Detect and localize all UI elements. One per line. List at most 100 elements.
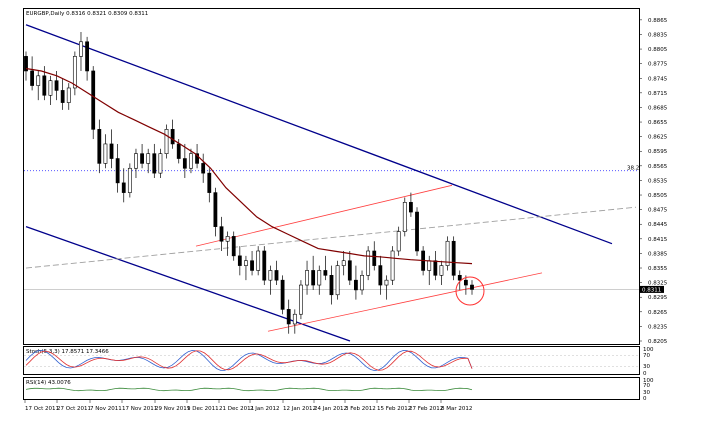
stoch-panel-frame	[23, 346, 640, 375]
price-tick-label: 0.8565	[648, 164, 668, 170]
chart-header: EURGBP,Daily 0.8316 0.8321 0.8309 0.8311	[26, 11, 148, 17]
time-tick-label: 24 Jan 2012	[314, 406, 347, 412]
candle-body	[176, 143, 181, 159]
candle-body	[390, 250, 395, 281]
price-tick-label: 0.8505	[648, 193, 668, 199]
candle-body	[48, 80, 53, 96]
candle-body	[66, 87, 71, 103]
time-tick-label: 3 Feb 2012	[345, 406, 376, 412]
time-tick-label: 17 Oct 2011	[25, 406, 59, 412]
candle-body	[164, 129, 169, 154]
rsi-panel-frame	[23, 377, 640, 400]
price-tick-label: 0.8295	[648, 295, 668, 301]
current-price-text: 0.8311	[642, 287, 661, 293]
price-tick-label: 0.8805	[648, 47, 668, 53]
candle-body	[146, 153, 151, 164]
rsi-line	[25, 387, 473, 392]
price-tick-label: 0.8475	[648, 208, 668, 214]
candle-body	[170, 129, 175, 145]
candle-body	[72, 56, 77, 89]
candle-body	[250, 260, 254, 271]
candle-body	[299, 284, 303, 315]
stoch-label: Stoch(5,3,3) 17.8571 17.3466	[26, 349, 109, 355]
time-tick-label: 7 Nov 2011	[90, 406, 122, 412]
price-tick-label: 0.8535	[648, 178, 668, 184]
candle-body	[256, 250, 261, 271]
candle-body	[378, 265, 383, 286]
candle-body	[415, 211, 419, 252]
time-tick-label: 9 Dec 2011	[187, 406, 219, 412]
candle-body	[463, 279, 468, 286]
candle-body	[470, 284, 474, 290]
candle-body	[372, 250, 377, 266]
price-tick-label: 0.8325	[648, 281, 668, 287]
time-tick-label: 27 Oct 2011	[57, 406, 91, 412]
candle-body	[127, 167, 132, 193]
candle-body	[427, 260, 432, 271]
price-tick-label: 0.8715	[648, 91, 668, 97]
candle-body	[189, 153, 193, 169]
price-tick-label: 0.8355	[648, 266, 668, 272]
candle-body	[360, 275, 364, 291]
stoch-level-70-label: 70	[643, 353, 650, 359]
price-tick-label: 0.8745	[648, 76, 668, 82]
candle-body	[262, 250, 267, 281]
candle-body	[384, 279, 389, 286]
candle-body	[182, 158, 187, 169]
candle-body	[409, 202, 413, 213]
candle-body	[60, 90, 65, 103]
candle-body	[329, 275, 334, 296]
red-channel-bottom-line	[267, 272, 543, 332]
price-tick-label: 0.8265	[648, 310, 668, 316]
price-tick-label: 0.8655	[648, 120, 668, 126]
candle-body	[24, 56, 28, 72]
candle-body	[237, 255, 242, 266]
stoch-level-100-label: 100	[643, 347, 654, 353]
candle-body	[347, 260, 352, 281]
fib-38-label: 38.2	[627, 166, 639, 172]
time-tick-label: 15 Feb 2012	[377, 406, 411, 412]
candle-body	[457, 275, 462, 281]
candle-body	[219, 226, 224, 242]
candle-body	[158, 153, 163, 174]
highlight-circle	[455, 276, 485, 306]
price-tick-label: 0.8385	[648, 251, 668, 257]
candle-body	[201, 163, 206, 174]
candle-body	[36, 75, 41, 86]
stoch-main-line	[25, 349, 473, 372]
time-tick-label: 27 Feb 2012	[409, 406, 443, 412]
price-tick-label: 0.8445	[648, 222, 668, 228]
candlesticks	[24, 32, 474, 334]
candle-body	[140, 153, 144, 164]
price-tick-label: 0.8835	[648, 32, 668, 38]
candle-body	[402, 202, 407, 232]
rsi-level-30-label: 30	[643, 390, 650, 396]
candle-body	[335, 265, 340, 296]
candle-body	[97, 129, 102, 164]
candle-body	[115, 158, 120, 184]
candle-body	[439, 265, 444, 276]
price-tick-label: 0.8625	[648, 135, 668, 141]
candle-body	[109, 143, 114, 159]
stoch-level-30-label: 30	[643, 364, 650, 370]
candle-body	[451, 240, 456, 276]
candle-body	[292, 313, 297, 325]
time-tick-label: 12 Jan 2012	[283, 406, 316, 412]
price-tick-label: 0.8685	[648, 105, 668, 111]
candle-body	[433, 260, 438, 276]
moving-average-line	[25, 67, 473, 265]
price-tick-label: 0.8235	[648, 324, 668, 330]
stoch-level-0-label: 0	[643, 371, 647, 377]
candle-body	[207, 172, 212, 193]
time-tick-label: 29 Nov 2011	[155, 406, 190, 412]
candle-body	[341, 260, 346, 266]
candle-body	[103, 143, 108, 164]
candle-body	[396, 231, 401, 252]
candle-body	[286, 309, 291, 325]
rsi-level-100-label: 100	[643, 378, 654, 384]
rsi-level-0-label: 0	[643, 396, 647, 402]
rsi-level-70-label: 70	[643, 383, 650, 389]
price-tick-label: 0.8415	[648, 237, 668, 243]
time-tick-label: 8 Mar 2012	[441, 406, 472, 412]
